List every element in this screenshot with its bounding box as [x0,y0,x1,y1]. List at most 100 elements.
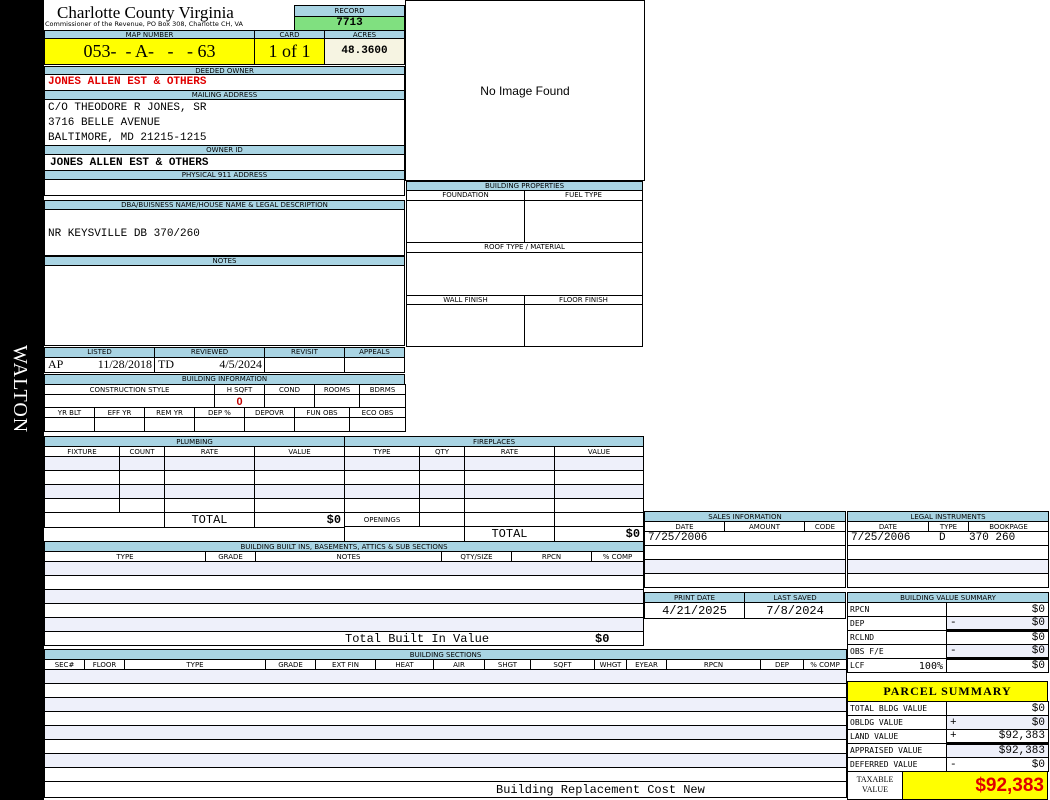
table-cell [464,484,555,499]
table-cell [253,484,346,499]
table-cell [419,456,465,471]
floor-finish-value [524,304,643,347]
fuel-type-value [524,200,643,243]
col-type: TYPE [344,446,420,457]
table-cell [43,617,645,632]
built-in-total: $0 [595,632,610,646]
mailing-line: BALTIMORE, MD 21215-1215 [48,132,207,144]
table-cell [43,669,848,684]
summary-value: $0 [1031,603,1045,616]
col-value: VALUE [253,446,346,457]
table-cell [344,484,420,499]
table-row [43,683,848,698]
card-number: 1 of 1 [254,38,325,65]
table-row [344,498,645,513]
col-qty-size: QTY/SIZE [441,551,512,562]
col-header: TYPE [124,659,266,670]
cond-label: COND [264,384,315,395]
summary-value: $0 [1031,702,1045,715]
summary-row: RPCN $0 [847,602,1049,617]
summary-row: OBLDG VALUE + $0 [847,715,1049,730]
table-cell [119,484,165,499]
table-cell [164,456,255,471]
taxable-value: $92,383 [902,771,1048,800]
table-row [644,573,846,588]
listed-by: AP [48,357,64,371]
legal-bookpage: 370 260 [969,532,1016,545]
col-header: AIR [433,659,485,670]
record-number: 7713 [294,16,405,31]
col-qty: QTY [419,446,465,457]
table-cell [344,456,420,471]
col-header: DEP [760,659,804,670]
sales-label: SALES INFORMATION [644,511,846,522]
building-sections-table: BUILDING SECTIONS SEC# FLOOR TYPE GRADE EXT … [43,649,848,798]
summary-value: $0 [1031,758,1045,771]
county-subtitle: Commissioner of the Revenue, PO Box 308,… [45,20,243,28]
table-cell [43,683,848,698]
table-row [44,484,346,499]
table-cell [43,603,645,618]
dates-table: PRINT DATE LAST SAVED 4/21/2025 7/8/2024 [644,592,846,619]
table-cell [253,470,346,485]
fireplaces-label: FIREPLACES [343,436,645,447]
table-cell [419,484,465,499]
col-code: CODE [804,521,846,532]
table-cell [43,767,848,782]
table-row [43,669,848,684]
mailing-line: C/O THEODORE R JONES, SR [48,102,207,114]
no-image-text: No Image Found [480,83,570,98]
yr-blt-label: YR BLT [44,407,95,418]
built-in-total-label: Total Built In Value [345,632,490,646]
col-header: WHGT [594,659,627,670]
table-row [43,739,848,754]
summary-label: DEP [850,619,865,628]
table-cell [44,484,120,499]
listed-value: AP 11/28/2018 [44,357,155,373]
table-row [846,545,1050,560]
col-amount: AMOUNT [724,521,805,532]
legal-instruments-table: LEGAL INSTRUMENTS DATE TYPE BOOKPAGE 7/25/… [846,511,1050,588]
legal-row: 7/25/2006 D 370 260 [846,531,1050,546]
parcel-summary-label: PARCEL SUMMARY [847,681,1048,702]
table-cell [44,498,120,513]
table-row [44,470,346,485]
listed-date: 11/28/2018 [97,357,152,371]
table-row [43,603,645,618]
construction-style-label: CONSTRUCTION STYLE [44,384,215,395]
summary-value: $0 [1031,716,1045,729]
col-value: VALUE [553,446,645,457]
table-cell [43,561,645,576]
table-row [846,573,1050,588]
col-header: % COMP [802,659,848,670]
table-row [43,697,848,712]
table-row [43,711,848,726]
summary-value: $0 [1031,617,1045,629]
summary-value: $92,383 [998,730,1045,742]
dba-value: NR KEYSVILLE DB 370/260 [44,209,405,256]
table-row [44,456,346,471]
col-type: TYPE [928,521,969,532]
summary-label: RPCN [850,605,870,614]
table-cell [43,575,645,590]
summary-row: LCF 100% $0 [847,658,1049,673]
col-header: SQFT [530,659,595,670]
table-cell [464,456,555,471]
table-cell [164,470,255,485]
replacement-cost-label: Building Replacement Cost New [496,783,705,797]
col-type: TYPE [44,551,206,562]
summary-extra: 100% [918,661,943,672]
summary-value: $92,383 [998,745,1045,757]
depovr-label: DEPOVR [244,407,295,418]
mailing-address: C/O THEODORE R JONES, SR 3716 BELLE AVEN… [44,99,405,146]
table-cell [644,559,846,574]
sign: - [950,617,957,629]
col-pct-comp: % COMP [590,551,645,562]
table-cell [44,470,120,485]
sign: + [950,730,957,742]
table-cell [43,589,645,604]
table-row [44,498,346,513]
summary-label: OBS F/E [850,647,884,656]
appeals-value [344,357,405,373]
summary-label: TOTAL BLDG VALUE [850,704,928,713]
